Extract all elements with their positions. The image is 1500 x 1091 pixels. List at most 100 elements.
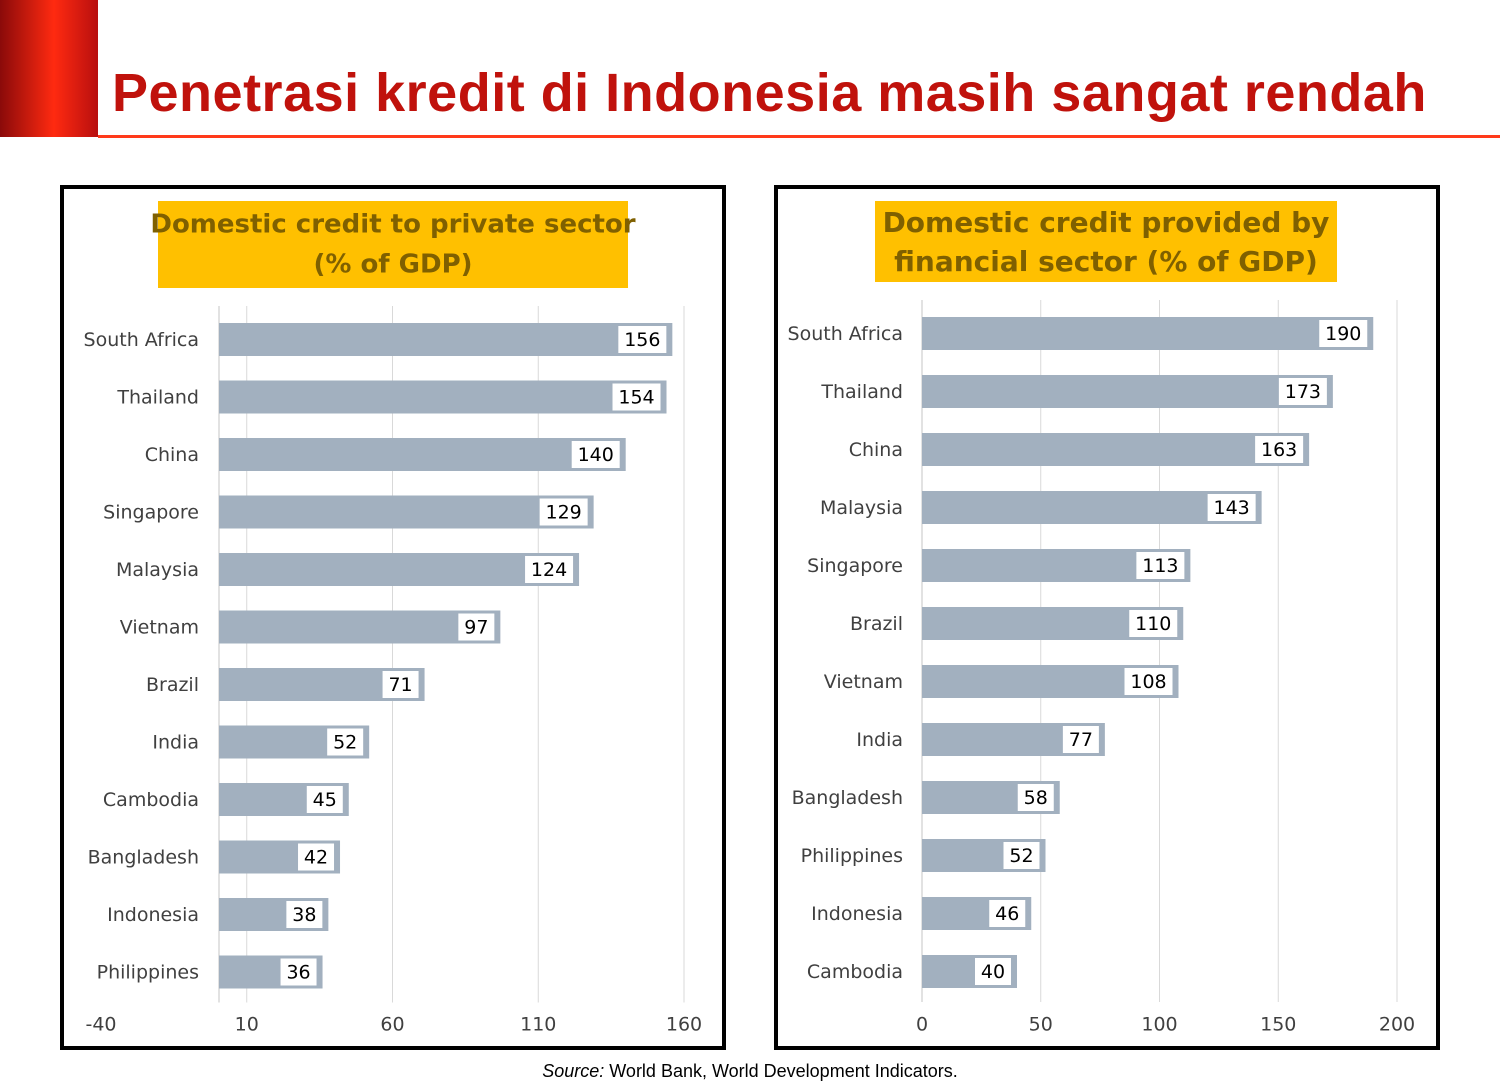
data-label-box [280, 958, 317, 986]
data-label-box [1017, 784, 1054, 811]
bar-vietnam [219, 610, 501, 644]
data-label: 36 [286, 962, 310, 984]
data-label-box [1124, 668, 1173, 695]
data-label-box [1062, 726, 1099, 753]
data-label-box [286, 901, 323, 928]
source-note: Source: World Bank, World Development In… [0, 1061, 1500, 1082]
category-label: Malaysia [820, 497, 903, 519]
x-tick-label: -40 [85, 1014, 116, 1036]
data-label-box [539, 498, 588, 526]
x-tick-label: 200 [1379, 1014, 1415, 1036]
bar-singapore [219, 495, 594, 529]
data-label-box [989, 900, 1026, 927]
data-label: 38 [292, 904, 316, 926]
chart-title-line: Domestic credit provided by [883, 206, 1330, 239]
category-label: Vietnam [824, 671, 903, 693]
data-label-box [975, 958, 1011, 985]
data-label: 110 [1135, 613, 1171, 635]
data-label-box [458, 613, 495, 641]
category-label: Brazil [146, 674, 199, 696]
x-tick-label: 160 [666, 1014, 702, 1036]
x-tick-label: 150 [1260, 1014, 1296, 1036]
data-label-box [1278, 378, 1327, 405]
category-label: Brazil [850, 613, 903, 635]
chart-frame [774, 185, 1440, 1050]
data-label-box [525, 556, 574, 583]
category-label: India [152, 732, 199, 754]
data-label-box [1255, 436, 1304, 463]
data-label: 46 [995, 903, 1019, 925]
chart-title-box [158, 201, 628, 288]
category-label: Indonesia [107, 904, 199, 926]
category-label: South Africa [788, 323, 903, 345]
source-label: Source: [542, 1061, 605, 1081]
category-label: Bangladesh [792, 787, 903, 809]
data-label: 77 [1069, 729, 1093, 751]
bar-malaysia [219, 553, 580, 586]
data-label: 71 [388, 674, 412, 696]
data-label: 190 [1325, 323, 1361, 345]
category-label: Malaysia [116, 559, 199, 581]
chart-title-line: (% of GDP) [313, 250, 472, 280]
data-label-box [1207, 494, 1256, 521]
category-label: Vietnam [120, 617, 199, 639]
x-tick-label: 110 [520, 1014, 556, 1036]
bar-china [219, 438, 626, 471]
data-label: 45 [313, 789, 337, 811]
chart-2: Domestic credit provided by financial sec… [774, 185, 1440, 1050]
chart-title-line: financial sector (% of GDP) [894, 245, 1318, 278]
data-label: 97 [464, 617, 488, 639]
data-label: 124 [531, 559, 567, 581]
data-label: 163 [1261, 439, 1297, 461]
data-label: 52 [1009, 845, 1033, 867]
data-label-box [1003, 842, 1040, 869]
data-label: 154 [618, 387, 654, 409]
data-label-box [571, 441, 620, 468]
category-label: Bangladesh [88, 847, 199, 869]
x-tick-label: 60 [380, 1014, 404, 1036]
x-tick-label: 10 [235, 1014, 259, 1036]
data-label-box [306, 786, 343, 813]
data-label-box [1136, 552, 1185, 579]
data-label-box [1319, 320, 1368, 347]
data-label: 129 [546, 502, 582, 524]
category-label: Singapore [807, 555, 903, 577]
bar-malaysia [922, 491, 1262, 524]
category-label: Philippines [801, 845, 903, 867]
data-label: 108 [1130, 671, 1166, 693]
category-label: Indonesia [811, 903, 903, 925]
source-text: World Bank, World Development Indicators… [604, 1061, 958, 1081]
data-label-box [618, 326, 667, 353]
x-tick-label: 100 [1141, 1014, 1177, 1036]
title-accent-block [0, 0, 98, 137]
data-label: 58 [1024, 787, 1048, 809]
title-underline [98, 135, 1500, 138]
data-label: 140 [578, 444, 614, 466]
category-label: Cambodia [103, 789, 199, 811]
data-label-box [1129, 610, 1178, 637]
category-label: China [849, 439, 903, 461]
bar-south-africa [922, 317, 1374, 350]
data-label: 42 [304, 847, 328, 869]
category-label: South Africa [84, 329, 199, 351]
data-label-box [612, 383, 661, 411]
chart-title-line: Domestic credit to private sector [150, 210, 635, 240]
x-tick-label: 0 [916, 1014, 928, 1036]
category-label: India [856, 729, 903, 751]
bar-thailand [922, 375, 1333, 408]
data-label-box [382, 671, 419, 698]
data-label: 173 [1285, 381, 1321, 403]
data-label: 143 [1213, 497, 1249, 519]
category-label: Singapore [103, 502, 199, 524]
bar-south-africa [219, 323, 673, 356]
data-label: 156 [624, 329, 660, 351]
category-label: China [145, 444, 199, 466]
chart-frame [60, 185, 726, 1050]
x-tick-label: 50 [1029, 1014, 1053, 1036]
data-label: 113 [1142, 555, 1178, 577]
data-label: 52 [333, 732, 357, 754]
chart-title-box [875, 201, 1337, 282]
category-label: Philippines [97, 962, 199, 984]
category-label: Cambodia [807, 961, 903, 983]
